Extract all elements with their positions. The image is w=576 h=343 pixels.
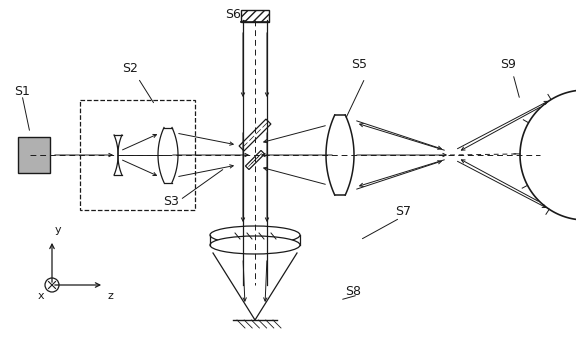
Text: S9: S9 [500,58,516,71]
Text: S7: S7 [395,205,411,218]
Text: S3: S3 [163,195,179,208]
Text: x: x [38,291,44,301]
Bar [80,100,195,210]
Ellipse shape [210,226,300,244]
Text: S2: S2 [122,62,138,75]
Polygon shape [239,119,271,151]
Text: S6: S6 [225,8,241,21]
Polygon shape [245,151,264,169]
Text: y: y [55,225,62,235]
Ellipse shape [210,236,300,254]
Text: S1: S1 [14,85,30,98]
Bar [18,137,50,173]
Ellipse shape [45,278,59,292]
Text: S8: S8 [345,285,361,298]
Text: S5: S5 [351,58,367,71]
Bar [241,10,269,22]
Text: z: z [108,291,114,301]
